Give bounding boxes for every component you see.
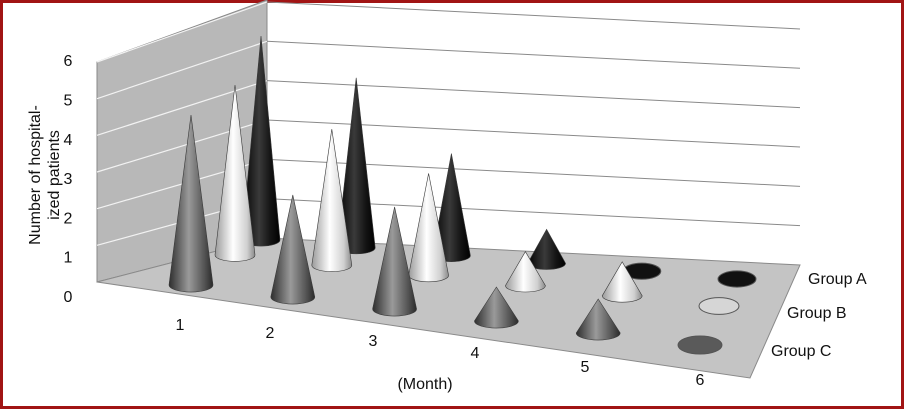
- gridline: [266, 80, 801, 109]
- x-tick-label: 3: [369, 333, 378, 350]
- cones: [168, 35, 757, 355]
- cone-group-b-month-3: [408, 173, 449, 283]
- y-axis-title-line-2: ized patients: [46, 130, 63, 220]
- gridline: [96, 40, 268, 100]
- y-tick-label: 1: [64, 250, 73, 267]
- cone-group-b-month-4: [505, 251, 546, 293]
- y-tick-label: 0: [64, 289, 73, 306]
- cone-group-b-month-2: [311, 129, 353, 272]
- series-labels: Group A Group B Group C: [771, 271, 867, 360]
- cone-group-c-month-5: [575, 298, 621, 341]
- x-tick-label: 1: [176, 317, 185, 334]
- cone-base-group-c: [677, 335, 723, 355]
- cone-group-c-month-1: [168, 114, 214, 293]
- gridline: [266, 1, 801, 30]
- y-tick-label: 4: [64, 132, 73, 149]
- cone-group-a-month-4: [527, 228, 566, 270]
- x-tick-label: 5: [581, 359, 590, 376]
- series-label: Group A: [808, 271, 867, 288]
- y-tick-label: 5: [64, 93, 73, 110]
- series-label: Group C: [771, 343, 831, 360]
- x-tick-label: 2: [266, 325, 275, 342]
- cone-group-c-month-4: [474, 286, 519, 329]
- cone-base-group-a: [717, 270, 757, 288]
- cone-group-b-month-5: [601, 261, 643, 303]
- cone-group-b-month-1: [214, 84, 256, 262]
- x-axis-ticks: 1 2 3 4 5 6: [176, 317, 705, 389]
- series-label: Group B: [787, 305, 847, 322]
- x-axis-title: (Month): [397, 376, 452, 393]
- cone-group-c-month-3: [372, 206, 417, 317]
- y-tick-label: 6: [64, 53, 73, 70]
- y-tick-label: 2: [64, 210, 73, 227]
- y-axis-title-line-1: Number of hospital-: [27, 105, 44, 245]
- gridline: [96, 1, 268, 63]
- cone-base-group-b: [698, 297, 740, 315]
- x-tick-label: 4: [471, 345, 480, 362]
- cone-group-c-month-2: [270, 194, 316, 305]
- gridline: [266, 119, 801, 148]
- y-tick-label: 3: [64, 171, 73, 188]
- x-tick-label: 6: [696, 372, 705, 389]
- y-axis-ticks: 0 1 2 3 4 5 6: [64, 53, 73, 306]
- gridline: [266, 40, 801, 69]
- gridline: [96, 80, 268, 136]
